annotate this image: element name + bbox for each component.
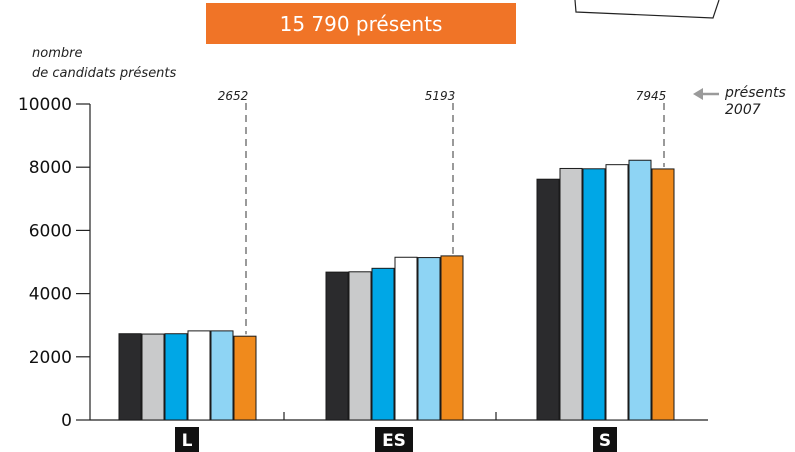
left-arrow-icon — [693, 88, 719, 100]
bar-es-6 — [440, 255, 464, 421]
bar-es-1 — [325, 271, 349, 421]
category-label-es: ES — [382, 431, 406, 451]
category-label-bg-es — [375, 427, 413, 452]
y-tick-label: 0 — [61, 411, 72, 431]
y-tick-label: 10000 — [18, 95, 72, 115]
category-label-bg-l — [175, 427, 199, 452]
bar-l-2 — [141, 333, 165, 421]
y-axis-title-line1: nombre — [32, 46, 82, 61]
value-label-es: 5193 — [425, 89, 456, 103]
bar-s-1 — [536, 178, 560, 421]
bar-l-5 — [210, 330, 234, 421]
bar-l-3 — [164, 333, 188, 421]
banner-text: 15 790 présents — [280, 12, 443, 36]
bar-es-3 — [371, 267, 395, 421]
y-axis-title-line2: de candidats présents — [32, 66, 177, 81]
bar-l-6 — [233, 335, 257, 421]
bar-es-4 — [394, 256, 418, 421]
decorative-frame — [574, 0, 720, 19]
bar-s-3 — [582, 168, 606, 421]
bar-es-2 — [348, 271, 372, 421]
value-label-s: 7945 — [636, 89, 667, 103]
value-label-l: 2652 — [218, 89, 249, 103]
y-tick-label: 6000 — [29, 221, 72, 241]
bar-l-4 — [187, 330, 211, 421]
banner — [206, 3, 516, 44]
bar-s-2 — [559, 167, 583, 421]
annotation-line2: 2007 — [725, 102, 761, 118]
annotation-line1: présents — [724, 85, 786, 101]
bar-es-5 — [417, 257, 441, 421]
bar-s-5 — [628, 159, 652, 421]
category-label-bg-s — [593, 427, 617, 452]
category-label-l: L — [182, 431, 193, 451]
bar-s-4 — [605, 164, 629, 421]
y-tick-label: 8000 — [29, 158, 72, 178]
y-tick-label: 2000 — [29, 348, 72, 368]
category-label-s: S — [599, 431, 611, 451]
y-tick-label: 4000 — [29, 285, 72, 305]
bar-l-1 — [118, 333, 142, 421]
bar-s-6 — [651, 168, 675, 421]
